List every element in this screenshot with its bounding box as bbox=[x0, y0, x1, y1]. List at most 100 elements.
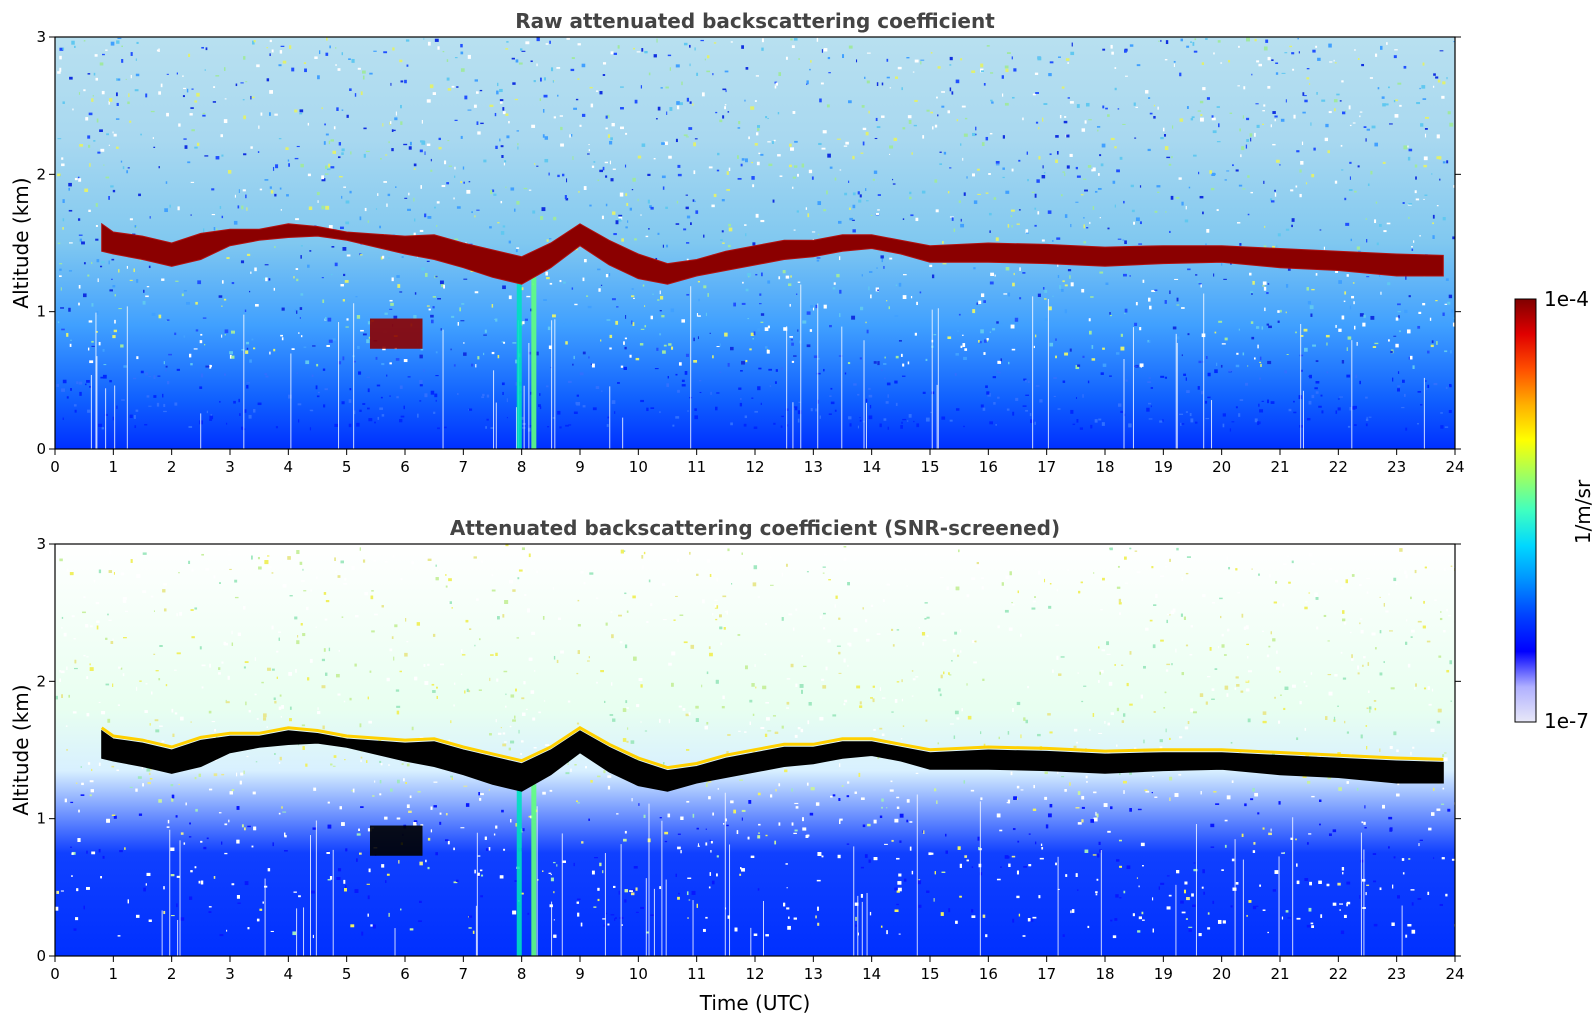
noise-speckle bbox=[877, 209, 880, 211]
noise-speckle bbox=[1189, 412, 1192, 417]
noise-speckle bbox=[891, 628, 894, 631]
noise-speckle bbox=[68, 694, 70, 698]
noise-speckle bbox=[368, 720, 372, 724]
noise-speckle bbox=[300, 335, 303, 338]
noise-speckle bbox=[112, 131, 114, 134]
noise-speckle bbox=[695, 705, 699, 709]
noise-speckle bbox=[149, 216, 151, 219]
noise-speckle bbox=[549, 40, 551, 44]
noise-speckle bbox=[1446, 160, 1449, 164]
noise-speckle bbox=[435, 564, 437, 567]
noise-speckle bbox=[86, 712, 90, 717]
noise-speckle bbox=[745, 288, 749, 292]
noise-speckle bbox=[350, 924, 355, 928]
noise-speckle bbox=[461, 303, 465, 305]
noise-speckle bbox=[823, 48, 828, 52]
noise-speckle bbox=[741, 45, 744, 49]
noise-speckle bbox=[1277, 310, 1280, 313]
noise-speckle bbox=[955, 353, 959, 356]
noise-speckle bbox=[1305, 753, 1310, 757]
noise-speckle bbox=[80, 766, 82, 768]
noise-speckle bbox=[1174, 793, 1179, 797]
noise-speckle bbox=[1049, 342, 1054, 347]
noise-speckle bbox=[364, 207, 367, 212]
noise-speckle bbox=[69, 242, 73, 244]
noise-speckle bbox=[1247, 718, 1251, 723]
noise-speckle bbox=[1040, 843, 1043, 846]
noise-speckle bbox=[1275, 62, 1279, 65]
noise-speckle bbox=[1012, 918, 1015, 923]
noise-speckle bbox=[135, 73, 140, 77]
noise-speckle bbox=[327, 801, 330, 804]
noise-speckle bbox=[366, 339, 370, 344]
noise-speckle bbox=[86, 850, 88, 854]
noise-speckle bbox=[266, 78, 270, 82]
noise-speckle bbox=[97, 151, 101, 154]
noise-speckle bbox=[243, 827, 246, 831]
noise-speckle bbox=[86, 379, 90, 383]
noise-speckle bbox=[235, 83, 238, 87]
noise-speckle bbox=[257, 556, 260, 560]
noise-speckle bbox=[121, 399, 125, 401]
noise-speckle bbox=[1392, 884, 1394, 889]
noise-speckle bbox=[1397, 303, 1401, 306]
noise-speckle bbox=[434, 38, 439, 42]
noise-speckle bbox=[1346, 881, 1351, 885]
noise-speckle bbox=[282, 60, 287, 64]
noise-speckle bbox=[223, 298, 227, 301]
noise-speckle bbox=[1198, 171, 1200, 175]
noise-speckle bbox=[436, 695, 438, 699]
noise-speckle bbox=[263, 717, 267, 721]
noise-speckle bbox=[591, 363, 595, 368]
noise-speckle bbox=[793, 917, 797, 920]
noise-speckle bbox=[495, 145, 498, 150]
noise-speckle bbox=[1424, 566, 1427, 569]
noise-speckle bbox=[894, 699, 898, 703]
noise-speckle bbox=[219, 400, 221, 403]
noise-speckle bbox=[918, 626, 920, 629]
noise-speckle bbox=[926, 616, 930, 619]
noise-speckle bbox=[420, 824, 424, 826]
noise-speckle bbox=[645, 235, 649, 238]
aerosol-plume bbox=[531, 277, 537, 449]
noise-speckle bbox=[386, 873, 390, 876]
noise-speckle bbox=[724, 70, 729, 73]
noise-speckle bbox=[761, 47, 764, 51]
noise-speckle bbox=[389, 648, 393, 652]
noise-speckle bbox=[1261, 400, 1264, 402]
noise-speckle bbox=[349, 388, 352, 391]
noise-speckle bbox=[1160, 575, 1165, 577]
noise-speckle bbox=[129, 786, 133, 788]
noise-speckle bbox=[1005, 575, 1009, 580]
noise-speckle bbox=[246, 382, 251, 384]
noise-speckle bbox=[1211, 117, 1216, 121]
noise-speckle bbox=[1093, 817, 1098, 822]
noise-speckle bbox=[677, 164, 681, 168]
noise-speckle bbox=[960, 223, 965, 228]
noise-speckle bbox=[1263, 104, 1266, 107]
noise-speckle bbox=[96, 118, 99, 123]
noise-speckle bbox=[792, 186, 794, 189]
noise-speckle bbox=[1430, 344, 1434, 348]
noise-speckle bbox=[269, 351, 271, 355]
noise-speckle bbox=[163, 410, 167, 413]
noise-speckle bbox=[1245, 680, 1249, 682]
noise-speckle bbox=[902, 218, 905, 220]
noise-speckle bbox=[836, 273, 840, 278]
noise-speckle bbox=[588, 818, 590, 821]
noise-speckle bbox=[567, 763, 569, 765]
noise-speckle bbox=[454, 57, 458, 59]
noise-speckle bbox=[993, 401, 996, 405]
noise-speckle bbox=[705, 842, 708, 846]
noise-speckle bbox=[1270, 124, 1272, 128]
noise-speckle bbox=[1276, 244, 1278, 247]
noise-speckle bbox=[1306, 77, 1310, 80]
noise-speckle bbox=[1210, 187, 1215, 191]
noise-speckle bbox=[791, 45, 795, 49]
noise-speckle bbox=[778, 783, 781, 787]
noise-speckle bbox=[500, 231, 505, 235]
noise-speckle bbox=[562, 323, 565, 327]
noise-speckle bbox=[1236, 683, 1240, 687]
noise-speckle bbox=[851, 315, 856, 320]
noise-speckle bbox=[1374, 219, 1377, 224]
